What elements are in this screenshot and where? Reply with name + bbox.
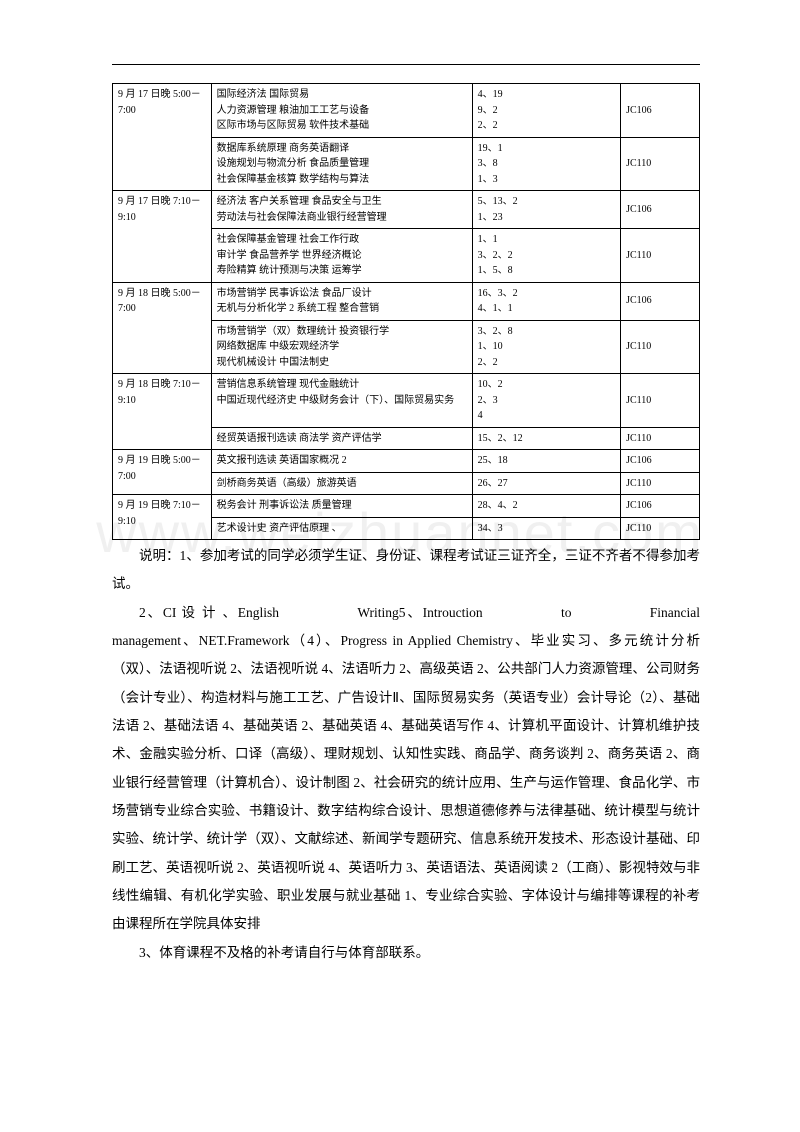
note-2: 2、CI 设 计 、English Writing5、Introuction t… [112, 599, 700, 939]
cell-course: 营销信息系统管理 现代金融统计中国近现代经济史 中级财务会计（下）、国际贸易实务 [211, 374, 472, 428]
cell-course: 数据库系统原理 商务英语翻译设施规划与物流分析 食品质量管理社会保障基金核算 数… [211, 137, 472, 191]
cell-room: JC110 [621, 320, 700, 374]
cell-numbers: 15、2、12 [472, 427, 620, 450]
cell-numbers: 1、13、2、21、5、8 [472, 229, 620, 283]
cell-room: JC110 [621, 517, 700, 540]
cell-time: 9 月 17 日晚 5:00－7:00 [113, 84, 212, 191]
cell-course: 国际经济法 国际贸易人力资源管理 粮油加工工艺与设备区际市场与区际贸易 软件技术… [211, 84, 472, 138]
cell-room: JC106 [621, 450, 700, 473]
cell-course: 艺术设计史 资产评估原理 、 [211, 517, 472, 540]
schedule-table: 9 月 17 日晚 5:00－7:00国际经济法 国际贸易人力资源管理 粮油加工… [112, 83, 700, 540]
cell-numbers: 5、13、21、23 [472, 191, 620, 229]
cell-room: JC106 [621, 282, 700, 320]
cell-numbers: 16、3、24、1、1 [472, 282, 620, 320]
cell-numbers: 25、18 [472, 450, 620, 473]
table-row: 9 月 18 日晚 7:10－9:10营销信息系统管理 现代金融统计中国近现代经… [113, 374, 700, 428]
table-row: 9 月 18 日晚 5:00－7:00市场营销学 民事诉讼法 食品厂设计无机与分… [113, 282, 700, 320]
cell-course: 剑桥商务英语（高级）旅游英语 [211, 472, 472, 495]
cell-course: 英文报刊选读 英语国家概况 2 [211, 450, 472, 473]
cell-room: JC110 [621, 472, 700, 495]
page-content: 9 月 17 日晚 5:00－7:00国际经济法 国际贸易人力资源管理 粮油加工… [0, 0, 800, 1007]
cell-room: JC110 [621, 374, 700, 428]
cell-course: 社会保障基金管理 社会工作行政审计学 食品营养学 世界经济概论寿险精算 统计预测… [211, 229, 472, 283]
cell-numbers: 3、2、81、102、2 [472, 320, 620, 374]
table-row: 9 月 17 日晚 7:10－9:10经济法 客户关系管理 食品安全与卫生劳动法… [113, 191, 700, 229]
cell-time: 9 月 18 日晚 7:10－9:10 [113, 374, 212, 450]
cell-room: JC110 [621, 427, 700, 450]
cell-time: 9 月 19 日晚 7:10－9:10 [113, 495, 212, 540]
cell-room: JC106 [621, 84, 700, 138]
cell-time: 9 月 18 日晚 5:00－7:00 [113, 282, 212, 374]
cell-time: 9 月 17 日晚 7:10－9:10 [113, 191, 212, 283]
cell-room: JC106 [621, 191, 700, 229]
note-3: 3、体育课程不及格的补考请自行与体育部联系。 [112, 939, 700, 967]
cell-course: 市场营销学 民事诉讼法 食品厂设计无机与分析化学 2 系统工程 整合营销 [211, 282, 472, 320]
top-divider [112, 64, 700, 65]
cell-room: JC110 [621, 229, 700, 283]
note-1: 说明：1、参加考试的同学必须学生证、身份证、课程考试证三证齐全，三证不齐者不得参… [112, 542, 700, 599]
cell-numbers: 28、4、2 [472, 495, 620, 518]
table-row: 9 月 19 日晚 7:10－9:10税务会计 刑事诉讼法 质量管理28、4、2… [113, 495, 700, 518]
cell-room: JC106 [621, 495, 700, 518]
cell-room: JC110 [621, 137, 700, 191]
cell-time: 9 月 19 日晚 5:00－7:00 [113, 450, 212, 495]
table-row: 9 月 19 日晚 5:00－7:00英文报刊选读 英语国家概况 225、18J… [113, 450, 700, 473]
cell-numbers: 26、27 [472, 472, 620, 495]
cell-numbers: 4、199、22、2 [472, 84, 620, 138]
cell-numbers: 34、3 [472, 517, 620, 540]
cell-numbers: 19、13、81、3 [472, 137, 620, 191]
table-row: 9 月 17 日晚 5:00－7:00国际经济法 国际贸易人力资源管理 粮油加工… [113, 84, 700, 138]
notes-section: 说明：1、参加考试的同学必须学生证、身份证、课程考试证三证齐全，三证不齐者不得参… [112, 542, 700, 967]
cell-course: 经济法 客户关系管理 食品安全与卫生劳动法与社会保障法商业银行经营管理 [211, 191, 472, 229]
cell-course: 经贸英语报刊选读 商法学 资产评估学 [211, 427, 472, 450]
cell-course: 税务会计 刑事诉讼法 质量管理 [211, 495, 472, 518]
cell-course: 市场营销学（双）数理统计 投资银行学网络数据库 中级宏观经济学现代机械设计 中国… [211, 320, 472, 374]
cell-numbers: 10、22、34 [472, 374, 620, 428]
